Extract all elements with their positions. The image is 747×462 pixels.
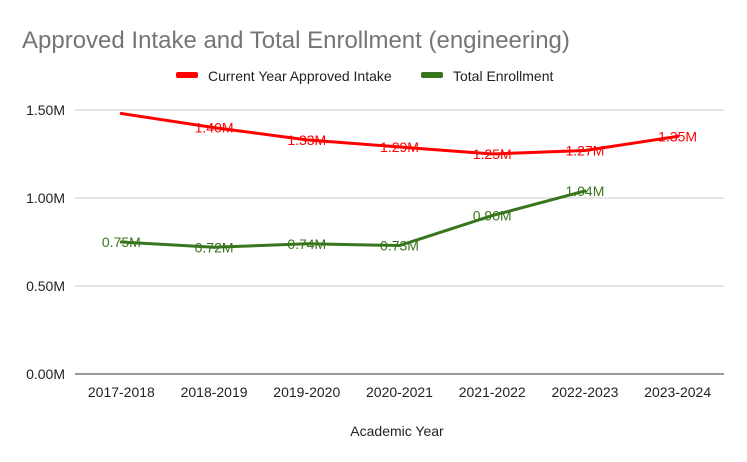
x-tick-label: 2019-2020 bbox=[273, 384, 340, 400]
data-label: 1.35M bbox=[658, 128, 697, 144]
legend: Current Year Approved Intake Total Enrol… bbox=[176, 68, 553, 84]
data-point bbox=[490, 152, 494, 156]
x-axis: 2017-2018 2018-2019 2019-2020 2020-2021 2021… bbox=[88, 384, 711, 400]
x-tick-label: 2023-2024 bbox=[644, 384, 711, 400]
data-point bbox=[305, 242, 309, 246]
data-point bbox=[119, 112, 123, 116]
legend-swatch-intake bbox=[176, 72, 198, 78]
data-point bbox=[212, 126, 216, 130]
data-label: 1.40M bbox=[195, 120, 234, 136]
x-tick-label: 2021-2022 bbox=[459, 384, 526, 400]
data-label: 0.74M bbox=[287, 236, 326, 252]
y-tick-label: 1.00M bbox=[26, 190, 65, 206]
x-axis-title: Academic Year bbox=[350, 423, 444, 439]
y-tick-label: 0.00M bbox=[26, 366, 65, 382]
data-point bbox=[398, 145, 401, 149]
x-tick-label: 2017-2018 bbox=[88, 384, 155, 400]
x-tick-label: 2020-2021 bbox=[366, 384, 433, 400]
data-point bbox=[212, 245, 216, 249]
data-label: 1.33M bbox=[287, 132, 326, 148]
y-tick-label: 1.50M bbox=[26, 102, 65, 118]
data-point bbox=[676, 134, 680, 138]
data-point bbox=[398, 244, 401, 248]
data-point bbox=[490, 214, 494, 218]
data-point bbox=[583, 148, 587, 152]
x-tick-label: 2022-2023 bbox=[551, 384, 618, 400]
legend-swatch-enrollment bbox=[421, 72, 443, 78]
x-tick-label: 2018-2019 bbox=[181, 384, 248, 400]
gridlines bbox=[75, 109, 724, 375]
chart-title: Approved Intake and Total Enrollment (en… bbox=[22, 27, 570, 54]
data-label: 0.72M bbox=[195, 239, 234, 255]
data-label: 0.90M bbox=[473, 208, 512, 224]
y-tick-label: 0.50M bbox=[26, 278, 65, 294]
data-label: 1.04M bbox=[565, 183, 604, 199]
legend-label-intake: Current Year Approved Intake bbox=[208, 68, 392, 84]
series-line-enrollment bbox=[119, 189, 587, 249]
data-label: 1.27M bbox=[565, 142, 604, 158]
data-label: 0.73M bbox=[380, 238, 419, 254]
series bbox=[119, 112, 680, 249]
data-point bbox=[305, 138, 309, 142]
data-label: 1.25M bbox=[473, 146, 512, 162]
data-label: 0.75M bbox=[102, 234, 141, 250]
data-label: 1.29M bbox=[380, 139, 419, 155]
data-point bbox=[583, 189, 587, 193]
legend-label-enrollment: Total Enrollment bbox=[453, 68, 553, 84]
y-axis: 0.00M 0.50M 1.00M 1.50M bbox=[26, 102, 65, 382]
data-point bbox=[119, 240, 123, 244]
data-labels: 1.40M 1.33M 1.29M 1.25M 1.27M 1.35M 0.75M 0.72M… bbox=[102, 120, 697, 256]
